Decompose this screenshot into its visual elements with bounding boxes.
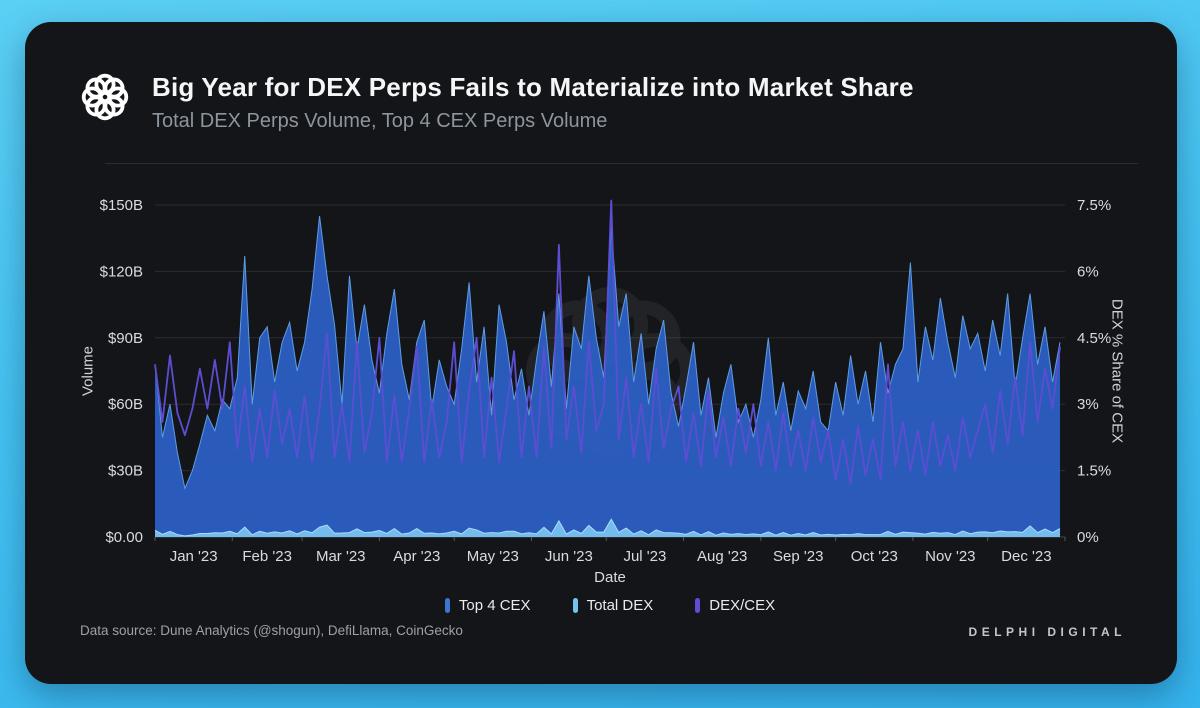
header-divider: [105, 163, 1138, 164]
legend-marker-icon: [572, 597, 578, 613]
legend-label: DEX/CEX: [709, 596, 776, 614]
legend-marker-icon: [695, 597, 701, 613]
chart-legend: Top 4 CEX Total DEX DEX/CEX: [155, 594, 1065, 616]
x-axis-title: Date: [594, 569, 626, 586]
y-axis-title-right: DEX % Share of CEX: [1108, 298, 1126, 444]
legend-label: Total DEX: [586, 596, 654, 614]
legend-item-total-dex: Total DEX: [572, 596, 654, 614]
legend-marker-icon: [444, 597, 450, 613]
brand-wordmark: DELPHI DIGITAL: [968, 625, 1126, 639]
page-subtitle: Total DEX Perps Volume, Top 4 CEX Perps …: [152, 110, 608, 132]
page-title: Big Year for DEX Perps Fails to Material…: [152, 72, 914, 102]
data-source-note: Data source: Dune Analytics (@shogun), D…: [80, 623, 463, 638]
y-axis-title-left: Volume: [79, 345, 97, 397]
legend-item-top-4-cex: Top 4 CEX: [444, 596, 531, 614]
legend-label: Top 4 CEX: [458, 596, 531, 614]
delphi-logo-icon: [81, 73, 129, 121]
legend-item-dex-cex: DEX/CEX: [695, 597, 775, 614]
